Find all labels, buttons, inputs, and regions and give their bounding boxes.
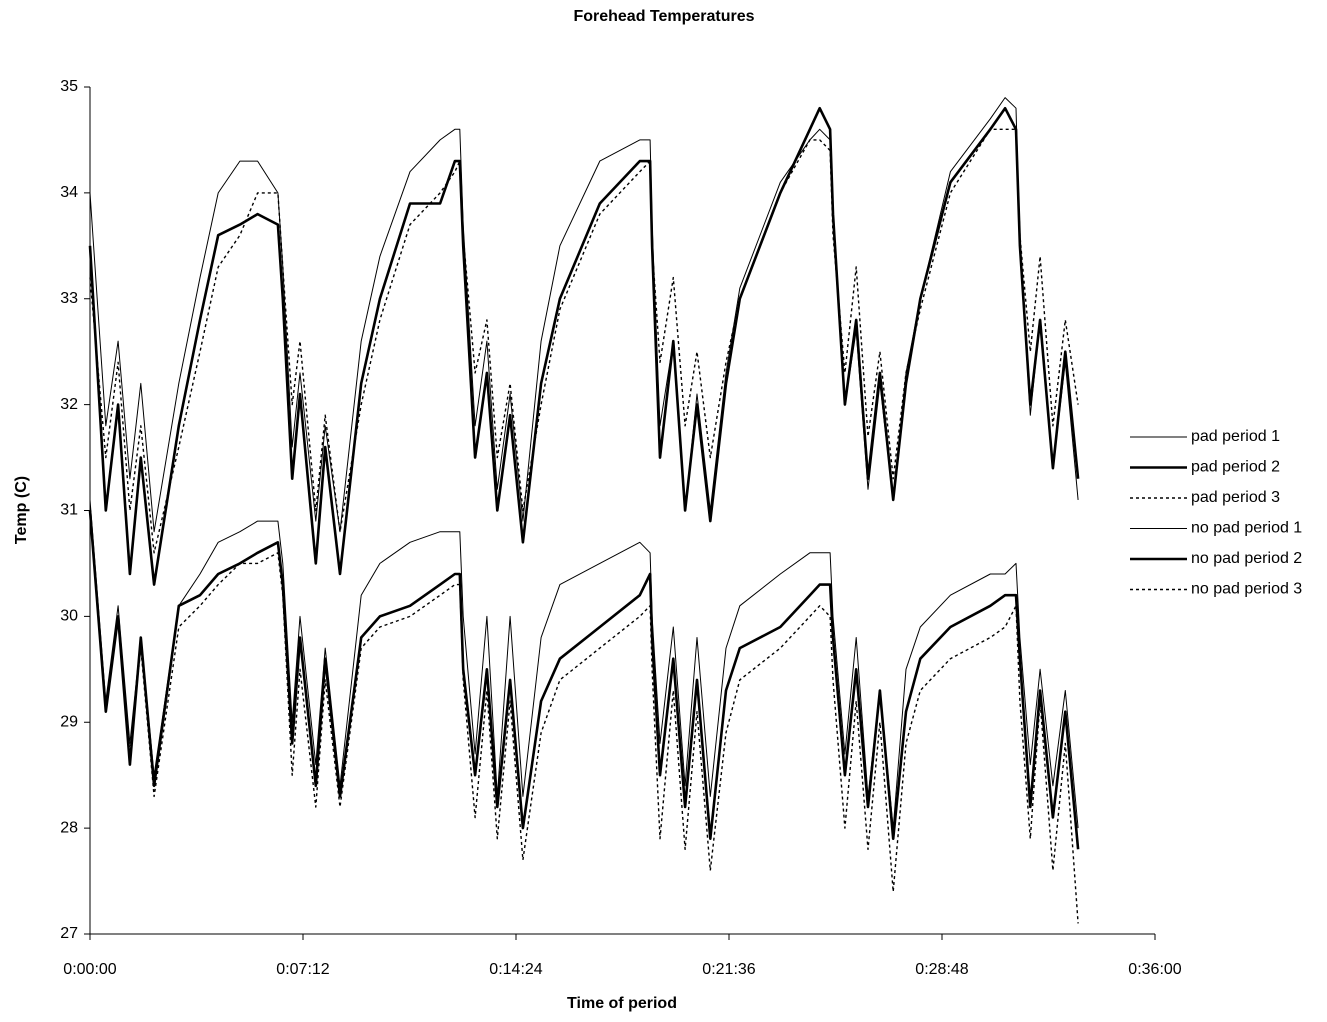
legend-label: no pad period 3 (1191, 581, 1302, 598)
y-tick-label: 27 (60, 925, 78, 942)
chart-title: Forehead Temperatures (573, 8, 754, 25)
y-tick-label: 30 (60, 608, 78, 625)
y-tick-label: 29 (60, 713, 78, 730)
x-tick-label: 0:14:24 (489, 961, 542, 978)
x-tick-label: 0:07:12 (276, 961, 329, 978)
x-axis-label: Time of period (567, 995, 677, 1012)
legend-label: pad period 3 (1191, 489, 1280, 506)
y-axis-label: Temp (C) (13, 476, 30, 544)
y-tick-label: 28 (60, 819, 78, 836)
line-series (89, 128, 1079, 554)
legend-label: pad period 1 (1191, 428, 1280, 445)
legend-label: pad period 2 (1191, 459, 1280, 476)
line-series (89, 499, 1079, 829)
line-series (88, 106, 1080, 586)
y-tick-label: 33 (60, 290, 78, 307)
legend-label: no pad period 2 (1191, 550, 1302, 567)
line-series (89, 510, 1079, 924)
x-tick-label: 0:36:00 (1128, 961, 1181, 978)
x-tick-label: 0:21:36 (702, 961, 755, 978)
y-tick-label: 31 (60, 502, 78, 519)
line-series (88, 510, 1080, 850)
y-tick-label: 34 (60, 184, 78, 201)
y-tick-label: 32 (60, 396, 78, 413)
legend-label: no pad period 1 (1191, 520, 1302, 537)
line-series (89, 97, 1079, 533)
x-tick-label: 0:00:00 (63, 961, 116, 978)
y-tick-label: 35 (60, 78, 78, 95)
x-tick-label: 0:28:48 (915, 961, 968, 978)
